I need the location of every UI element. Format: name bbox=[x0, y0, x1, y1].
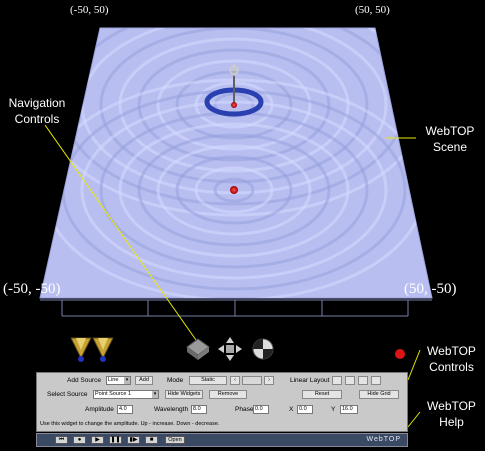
mode-prev-button[interactable]: ‹ bbox=[230, 376, 240, 385]
x-label: X bbox=[289, 406, 294, 413]
select-source-label: Select Source bbox=[47, 391, 88, 398]
status-indicator bbox=[395, 349, 405, 359]
ripple-ring bbox=[194, 166, 274, 214]
grid-ticks bbox=[61, 300, 409, 317]
ripple-ring bbox=[213, 177, 255, 203]
layout-option-2[interactable] bbox=[345, 376, 355, 385]
fly-icon[interactable] bbox=[217, 336, 243, 362]
play-button[interactable]: ▶ bbox=[91, 436, 104, 444]
ripple-ring bbox=[137, 133, 331, 247]
phase-field[interactable]: 0.0 bbox=[253, 405, 269, 414]
corner-label-bottom-left: (-50, -50) bbox=[3, 281, 61, 297]
player-bar: ⏮ ● ▶ ❚❚ ▮▶ ■ Open WebTOP bbox=[36, 433, 408, 447]
reset-button[interactable]: Reset bbox=[302, 390, 342, 399]
corner-label-top-right: (50, 50) bbox=[355, 4, 390, 16]
wavelength-label: Wavelength bbox=[154, 406, 189, 413]
stop-button[interactable]: ■ bbox=[145, 436, 158, 444]
webtop-controls-panel: Add Source Line ▾ Add Mode Static ‹ › Lin… bbox=[36, 372, 408, 432]
webtop-brand-label: WebTOP bbox=[366, 436, 401, 443]
hide-widgets-button[interactable]: Hide Widgets bbox=[165, 390, 203, 399]
callout-navigation-controls: Navigation Controls bbox=[8, 96, 66, 126]
help-text: Use this widget to change the amplitude.… bbox=[40, 421, 220, 427]
navigation-controls bbox=[0, 336, 485, 370]
examine-icon[interactable] bbox=[250, 336, 276, 362]
ripple-ring bbox=[137, 48, 331, 162]
lamp-left-icon[interactable] bbox=[68, 336, 94, 362]
step-button[interactable]: ▮▶ bbox=[127, 436, 140, 444]
amplitude-field[interactable]: 4.0 bbox=[117, 405, 133, 414]
phase-label: Phase bbox=[235, 406, 254, 413]
corner-label-top-left: (-50, 50) bbox=[70, 4, 109, 16]
callout-lines bbox=[44, 124, 421, 428]
add-button[interactable]: Add bbox=[135, 376, 153, 385]
layout-option-3[interactable] bbox=[358, 376, 368, 385]
ripple-ring bbox=[118, 122, 350, 258]
ripple-ring bbox=[118, 37, 350, 173]
source-ring-widget[interactable] bbox=[204, 64, 264, 117]
y-field[interactable]: 16.0 bbox=[340, 405, 358, 414]
pan-icon[interactable] bbox=[185, 336, 211, 362]
mode-next-button[interactable]: › bbox=[264, 376, 274, 385]
record-button[interactable]: ● bbox=[73, 436, 86, 444]
ripple-ring bbox=[156, 144, 312, 236]
wavelength-field[interactable]: 8.0 bbox=[191, 405, 207, 414]
mode-static-button[interactable]: Static bbox=[189, 376, 227, 385]
x-field[interactable]: 0.0 bbox=[297, 405, 313, 414]
select-source-dropdown[interactable]: Point Source 1 ▾ bbox=[93, 390, 159, 399]
point-source-2-marker[interactable] bbox=[230, 186, 238, 194]
hide-grid-button[interactable]: Hide Grid bbox=[359, 390, 399, 399]
ripple-ring bbox=[156, 59, 312, 151]
corner-label-bottom-right: (50, -50) bbox=[404, 281, 457, 297]
amplitude-label: Amplitude bbox=[85, 406, 114, 413]
add-source-label: Add Source bbox=[67, 377, 101, 384]
y-label: Y bbox=[331, 406, 336, 413]
point-source-1-marker[interactable] bbox=[231, 102, 237, 108]
linear-layout-label: Linear Layout bbox=[290, 377, 330, 384]
open-button[interactable]: Open bbox=[165, 436, 185, 444]
rewind-button[interactable]: ⏮ bbox=[55, 436, 68, 444]
lamp-right-icon[interactable] bbox=[90, 336, 116, 362]
ripple-ring bbox=[175, 155, 293, 225]
add-source-select[interactable]: Line ▾ bbox=[106, 376, 131, 385]
callout-webtop-controls: WebTOP Controls bbox=[427, 344, 476, 374]
remove-button[interactable]: Remove bbox=[209, 390, 247, 399]
pause-button[interactable]: ❚❚ bbox=[109, 436, 122, 444]
ripple-ring bbox=[99, 28, 369, 184]
mode-label: Mode bbox=[167, 377, 184, 384]
callout-webtop-help: WebTOP Help bbox=[427, 399, 476, 429]
layout-option-4[interactable] bbox=[371, 376, 381, 385]
layout-option-1[interactable] bbox=[332, 376, 342, 385]
callout-webtop-scene: WebTOP Scene bbox=[425, 124, 475, 154]
mode-value-display bbox=[242, 376, 262, 385]
